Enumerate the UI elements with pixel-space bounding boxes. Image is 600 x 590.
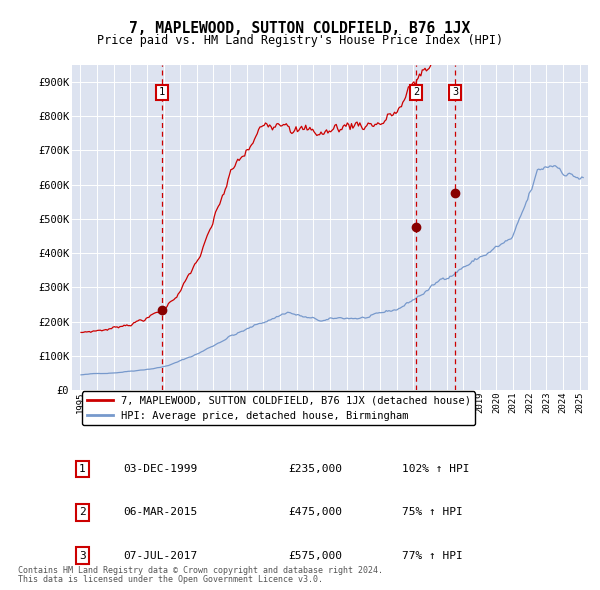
Text: 2: 2 xyxy=(79,507,86,517)
Text: £235,000: £235,000 xyxy=(289,464,343,474)
Text: £475,000: £475,000 xyxy=(289,507,343,517)
Text: 3: 3 xyxy=(79,550,86,560)
Text: Price paid vs. HM Land Registry's House Price Index (HPI): Price paid vs. HM Land Registry's House … xyxy=(97,34,503,47)
Text: Contains HM Land Registry data © Crown copyright and database right 2024.: Contains HM Land Registry data © Crown c… xyxy=(18,566,383,575)
Text: 75% ↑ HPI: 75% ↑ HPI xyxy=(402,507,463,517)
Text: 07-JUL-2017: 07-JUL-2017 xyxy=(124,550,198,560)
Text: This data is licensed under the Open Government Licence v3.0.: This data is licensed under the Open Gov… xyxy=(18,575,323,584)
Text: 2: 2 xyxy=(413,87,419,97)
Text: 3: 3 xyxy=(452,87,458,97)
Text: 102% ↑ HPI: 102% ↑ HPI xyxy=(402,464,470,474)
Text: 1: 1 xyxy=(159,87,166,97)
Text: 1: 1 xyxy=(79,464,86,474)
Text: 03-DEC-1999: 03-DEC-1999 xyxy=(124,464,198,474)
Text: £575,000: £575,000 xyxy=(289,550,343,560)
Text: 06-MAR-2015: 06-MAR-2015 xyxy=(124,507,198,517)
Legend: 7, MAPLEWOOD, SUTTON COLDFIELD, B76 1JX (detached house), HPI: Average price, de: 7, MAPLEWOOD, SUTTON COLDFIELD, B76 1JX … xyxy=(82,391,475,425)
Text: 77% ↑ HPI: 77% ↑ HPI xyxy=(402,550,463,560)
Text: 7, MAPLEWOOD, SUTTON COLDFIELD, B76 1JX: 7, MAPLEWOOD, SUTTON COLDFIELD, B76 1JX xyxy=(130,21,470,35)
